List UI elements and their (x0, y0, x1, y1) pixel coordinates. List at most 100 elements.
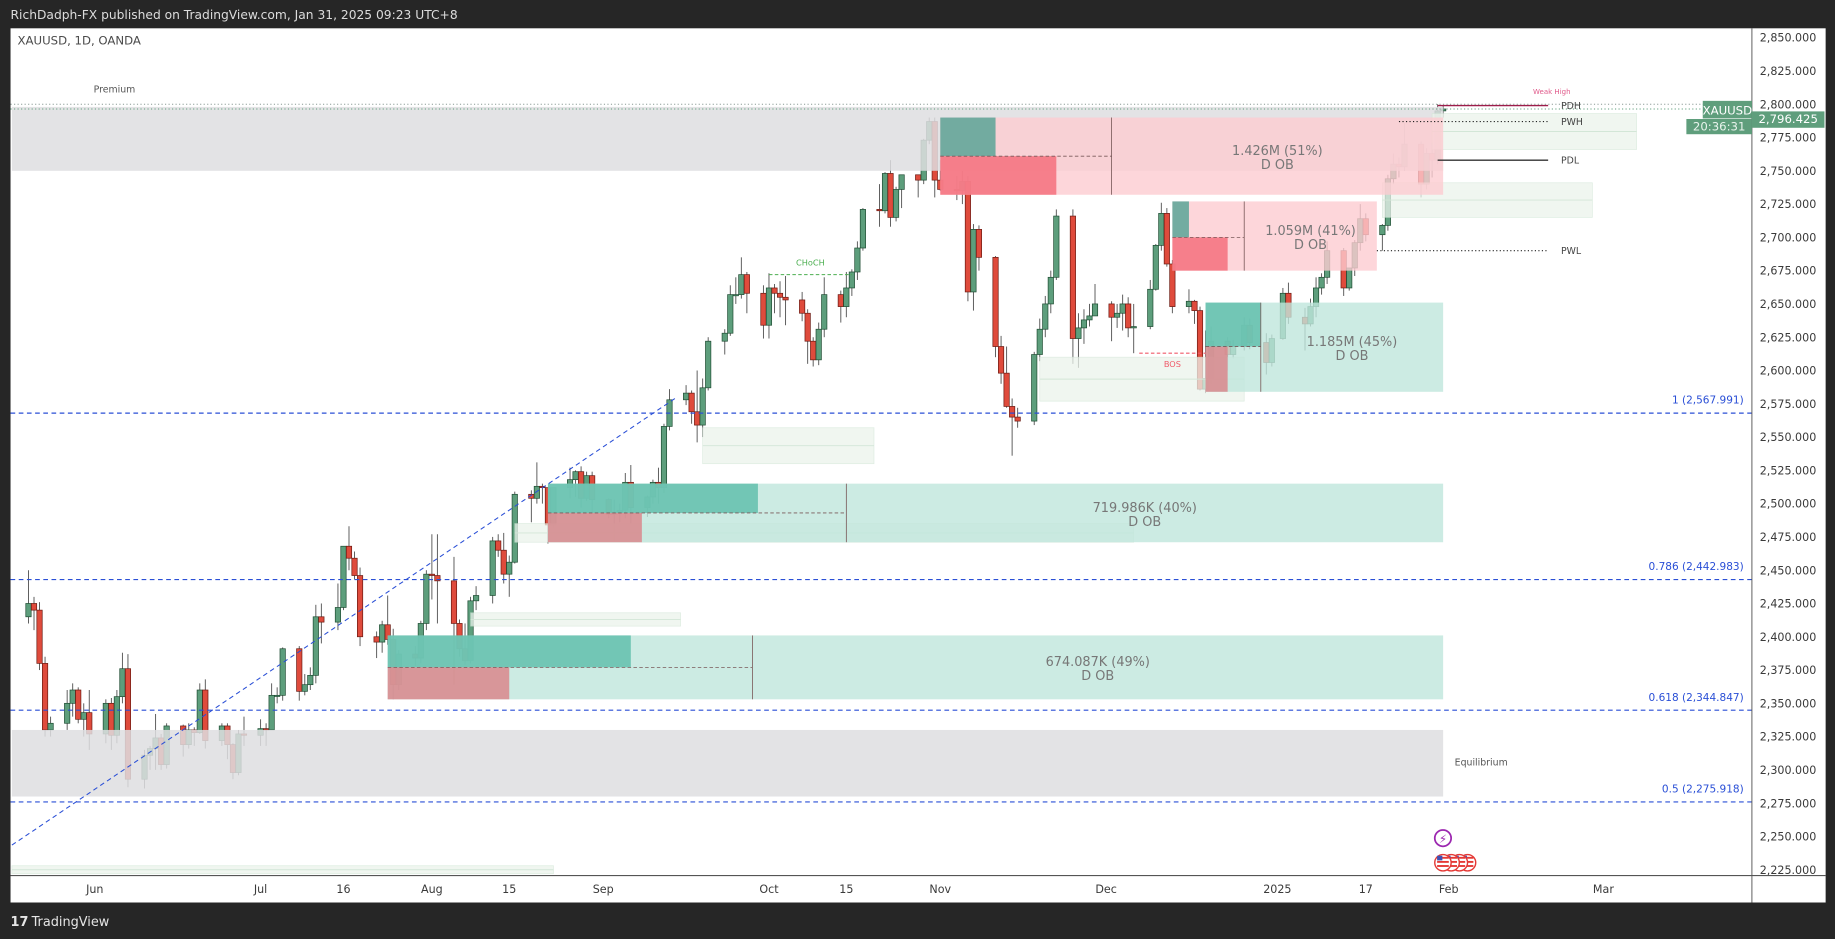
candle (274, 687, 281, 704)
symbol-legend[interactable]: XAUUSD, 1D, OANDA (18, 34, 141, 48)
time-axis[interactable]: Jun Jul 16 Aug 15 Sep Oct 15 Nov Dec 2025 17 Feb Mar (85, 883, 1614, 896)
order-block: 674.087K (49%)D OB (387, 635, 1444, 700)
candle (1086, 303, 1093, 327)
candle (301, 674, 308, 696)
candle-body (434, 575, 441, 582)
candle-body (75, 689, 82, 720)
candle-body (1114, 312, 1121, 318)
candle-body (495, 540, 502, 551)
order-block-upper (387, 635, 631, 668)
candle-body (30, 603, 38, 611)
candle-body (196, 689, 203, 733)
order-block-type: D OB (1128, 515, 1161, 530)
candle-body (1036, 328, 1043, 355)
us-flag-icon (1434, 853, 1452, 872)
candle (898, 174, 905, 209)
candle (1130, 303, 1137, 354)
candle (1009, 398, 1016, 456)
flag-canton (1437, 855, 1443, 861)
time-tick: Jun (85, 883, 103, 896)
time-tick: Oct (759, 883, 779, 896)
candle-body (428, 573, 435, 576)
candle-body (1379, 225, 1386, 236)
order-block: 719.986K (40%)D OB (547, 483, 1444, 543)
candle-body (898, 174, 905, 190)
candle-body (859, 209, 866, 249)
candle-body (893, 189, 900, 218)
candle-body (102, 702, 109, 735)
candle-body (47, 722, 54, 731)
candle-body (815, 328, 822, 361)
candle-body (113, 696, 120, 736)
candle-body (1080, 319, 1088, 329)
candle-body (533, 485, 540, 499)
candle (351, 551, 358, 580)
candle (30, 596, 38, 631)
candle-body (1108, 303, 1115, 318)
candle (970, 224, 977, 311)
price-axis[interactable]: 2,850.000 2,825.000 2,800.000 2,775.000 2,75… (1760, 32, 1817, 877)
order-block-volume: 719.986K (40%) (1093, 501, 1197, 516)
candle-body (318, 616, 325, 623)
candle (771, 283, 778, 314)
candle (434, 534, 441, 624)
price-tick: 2,575.000 (1760, 398, 1817, 411)
candle (765, 273, 773, 339)
candle (1379, 224, 1386, 251)
candle (660, 423, 668, 493)
candle (859, 208, 866, 251)
candle-body (1185, 300, 1192, 307)
candle (1014, 407, 1021, 428)
candle-body (1042, 303, 1049, 330)
candle (495, 534, 502, 557)
candle-body (1069, 215, 1076, 339)
flag-stripe (1445, 856, 1457, 859)
time-tick: 15 (502, 883, 516, 896)
price-tick: 2,850.000 (1760, 32, 1817, 45)
candle (893, 186, 900, 222)
order-block-volume: 674.087K (49%) (1046, 655, 1150, 670)
candle-body (1009, 406, 1016, 418)
candle (307, 667, 314, 691)
candle (776, 281, 784, 318)
trendline (11, 398, 676, 846)
candle (688, 390, 695, 424)
candle-body (964, 181, 971, 293)
candle (804, 309, 811, 364)
candle (705, 337, 712, 391)
candle-body (25, 603, 32, 618)
order-block: 1.185M (45%)D OB (1205, 302, 1444, 392)
tradingview-logo[interactable]: 17 TradingView (11, 915, 110, 930)
candle (732, 277, 739, 304)
candle-body (312, 616, 319, 676)
event-markers[interactable]: ⚡ (1433, 829, 1477, 872)
candle (743, 271, 750, 314)
lightning-icon[interactable] (1433, 829, 1453, 848)
candle (42, 656, 49, 737)
candle-body (727, 294, 734, 334)
order-block-lower (387, 667, 510, 700)
candle (1191, 299, 1198, 324)
candle (1003, 346, 1010, 408)
order-block: 1.059M (41%)D OB (1172, 201, 1377, 271)
order-block: 1.426M (51%)D OB (940, 117, 1444, 195)
candle-body (881, 173, 889, 212)
candle-body (279, 648, 286, 696)
price-tick: 2,300.000 (1760, 764, 1817, 777)
symbol-tag (1702, 100, 1752, 119)
countdown-tag (1686, 119, 1752, 135)
candle-body (915, 174, 922, 181)
candle-body (660, 426, 668, 489)
price-tick: 2,475.000 (1760, 531, 1817, 544)
candle (1147, 279, 1154, 330)
flag-stripe (1453, 856, 1466, 859)
order-block-volume: 1.059M (41%) (1265, 224, 1356, 239)
candle-body (760, 292, 767, 326)
candle (1053, 209, 1060, 280)
candle-body (776, 292, 784, 298)
time-tick: 15 (839, 883, 853, 896)
order-block-type: D OB (1336, 349, 1369, 364)
price-tick: 2,600.000 (1760, 365, 1817, 378)
candle-body (1053, 215, 1060, 278)
